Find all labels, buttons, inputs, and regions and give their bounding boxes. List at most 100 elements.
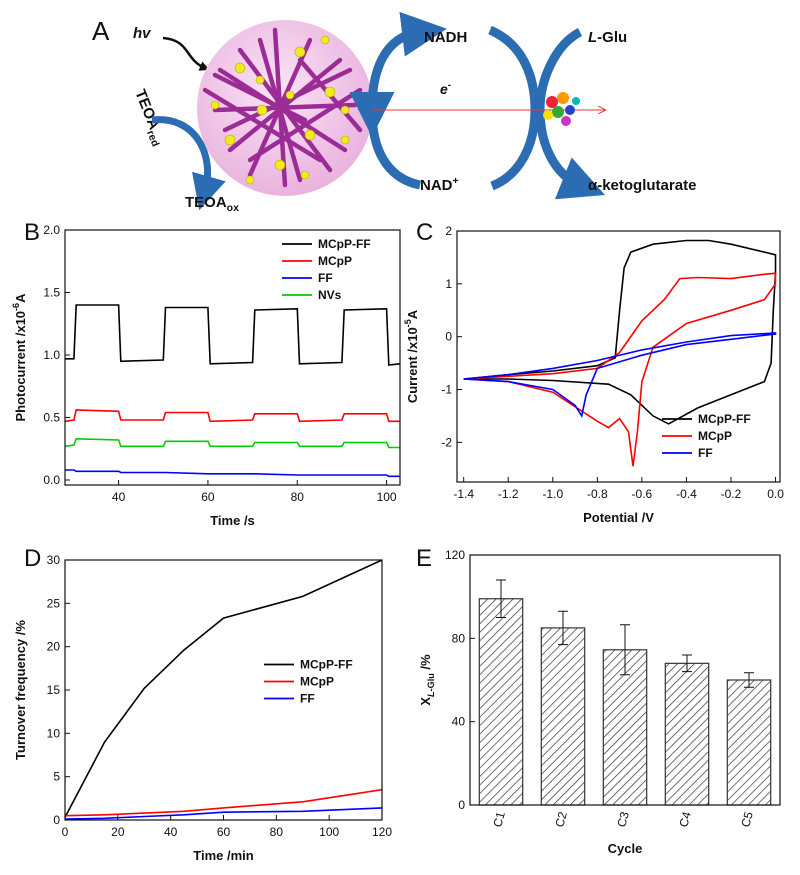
y-axis-label: Turnover frequency /% [13, 620, 28, 760]
text-segment: -Glu [426, 673, 436, 691]
hv-label: hv [133, 25, 152, 42]
chart-panel: C Potential /V Current /x10-5A -2 -1 0 1 2 -1.4 -… [403, 219, 784, 525]
nanofibers [202, 27, 363, 188]
x-tick-label: 100 [377, 490, 397, 504]
x-tick-label: 20 [111, 825, 125, 839]
y-tick-label: 10 [47, 726, 61, 740]
error-bar [558, 610, 568, 646]
chart-panel: E Cycle XL-Glu /% 0 40 80 120 C1 C2 C3 C4 C5 [416, 545, 781, 856]
text-segment: hv [133, 25, 152, 42]
text-segment: Time /min [193, 848, 254, 863]
nadh-label: NADH [424, 29, 467, 46]
text-segment: e [440, 81, 448, 97]
x-tick-label: -1.2 [498, 487, 519, 501]
series-line [65, 304, 401, 366]
y-axis-label: XL-Glu /% [418, 654, 436, 706]
series-line [64, 437, 400, 449]
plot-frame [64, 559, 383, 821]
y-tick-label: 2 [445, 224, 452, 238]
x-tick-label: 80 [270, 825, 284, 839]
text-segment: + [453, 175, 459, 187]
y-tick-label: 20 [47, 640, 61, 654]
legend-label: MCpP-FF [698, 412, 751, 426]
y-tick-label: 2.0 [43, 223, 60, 237]
text-segment: Turnover frequency /% [13, 620, 28, 760]
plot-frame [469, 554, 781, 806]
text-segment: /% [418, 654, 433, 673]
teoa-arrow [151, 116, 226, 211]
legend-label: FF [318, 271, 333, 285]
text-segment: Time /s [210, 513, 255, 528]
nad-arrow [349, 91, 422, 190]
x-tick-label: 100 [319, 825, 339, 839]
y-tick-label: 0.5 [43, 411, 60, 425]
text-segment: TEOA [131, 87, 162, 132]
text-segment: L [426, 691, 436, 697]
series-line [64, 788, 383, 817]
legend-label: MCpP [300, 675, 334, 689]
x-tick-label: C5 [738, 810, 756, 829]
text-segment: ox [227, 202, 239, 214]
text-segment: L [588, 29, 597, 46]
y-tick-label: -1 [441, 383, 452, 397]
x-tick-label: -1.0 [542, 487, 563, 501]
x-tick-label: C1 [490, 810, 508, 829]
y-tick-label: 1 [445, 277, 452, 291]
enzyme [543, 92, 580, 126]
x-tick-label: -0.2 [721, 487, 742, 501]
diagram: A hv TEOAred TEOAox e- NADH NAD+ L- [92, 11, 696, 214]
x-tick-label: -0.8 [587, 487, 608, 501]
bar [540, 627, 586, 806]
x-axis-label: Time /s [210, 513, 255, 528]
x-tick-label: 0 [62, 825, 69, 839]
series-line [64, 807, 383, 820]
nad-plus-label: NAD+ [420, 175, 459, 194]
y-tick-label: 25 [47, 596, 61, 610]
plot-frame [456, 230, 781, 483]
y-tick-label: 80 [452, 631, 466, 645]
legend-label: NVs [318, 288, 342, 302]
y-tick-label: 0.0 [43, 473, 60, 487]
legend-label: MCpP [698, 429, 732, 443]
text-segment: TEOA [185, 194, 227, 211]
y-tick-label: 30 [47, 553, 61, 567]
x-tick-label: C3 [614, 810, 632, 829]
x-tick-label: 60 [201, 490, 215, 504]
text-segment: -6 [11, 303, 21, 311]
text-segment: Photocurrent /x10 [13, 311, 28, 422]
error-bar [620, 624, 630, 676]
y-tick-label: 1.0 [43, 348, 60, 362]
electron-label: e- [440, 80, 451, 97]
plot-frame [64, 229, 401, 486]
y-axis-label: Photocurrent /x10-6A [11, 293, 28, 422]
text-segment: α-ketoglutarate [588, 177, 696, 194]
text-segment: Cycle [608, 841, 643, 856]
y-tick-label: 15 [47, 683, 61, 697]
x-tick-label: C2 [552, 810, 570, 829]
panel-letter: D [24, 545, 41, 572]
text-segment: Current /x10 [405, 327, 420, 403]
y-tick-label: 1.5 [43, 286, 60, 300]
light-arrow [162, 36, 210, 71]
text-segment: NADH [424, 29, 467, 46]
x-tick-label: -1.4 [453, 487, 474, 501]
y-tick-label: -2 [441, 435, 452, 449]
y-tick-label: 0 [445, 330, 452, 344]
legend-label: MCpP-FF [318, 237, 371, 251]
panel-letter: C [416, 219, 433, 246]
x-axis-label: Potential /V [583, 510, 654, 525]
y-tick-label: 5 [53, 770, 60, 784]
text-segment: - [448, 80, 451, 91]
y-tick-label: 0 [53, 813, 60, 827]
x-tick-label: -0.4 [676, 487, 697, 501]
y-tick-label: 0 [458, 798, 465, 812]
legend-label: FF [300, 692, 315, 706]
text-segment: A [405, 309, 420, 319]
x-tick-label: 40 [112, 490, 126, 504]
text-segment: NAD [420, 177, 453, 194]
teoa-ox-label: TEOAox [185, 194, 239, 214]
series-line [463, 272, 777, 467]
bar [478, 598, 524, 806]
nanoparticles [210, 35, 350, 185]
error-bar [496, 579, 506, 618]
